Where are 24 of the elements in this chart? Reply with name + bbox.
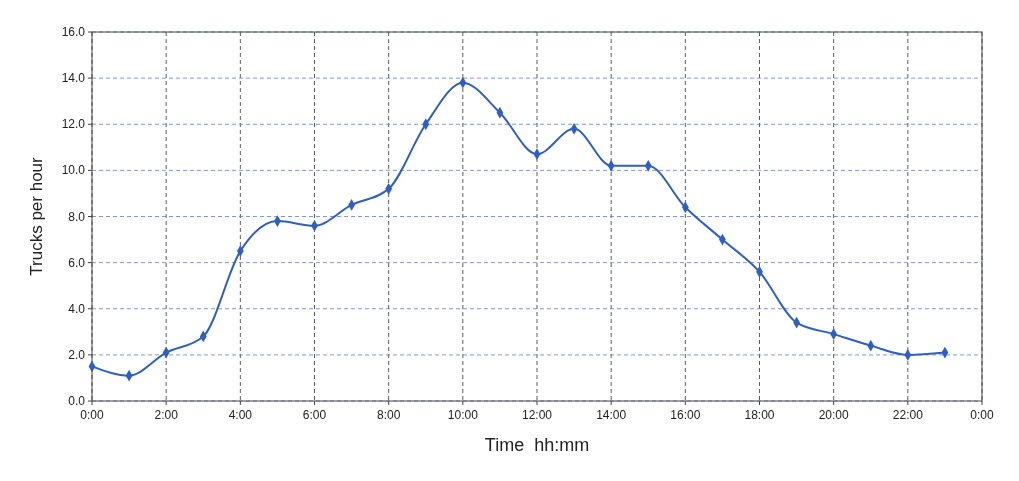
x-tick-label: 0:00 (970, 408, 994, 422)
x-tick-label: 20:00 (818, 408, 850, 422)
x-tick-label: 12:00 (521, 408, 553, 422)
x-tick-label: 10:00 (447, 408, 479, 422)
x-tick-label: 18:00 (744, 408, 775, 422)
y-tick-label: 16.0 (61, 25, 86, 39)
y-tick-label: 2.0 (68, 347, 86, 362)
y-tick-label: 10.0 (61, 163, 86, 178)
x-tick-label: 14:00 (596, 408, 627, 422)
x-axis-title: Time hh:mm (484, 435, 590, 455)
y-tick-label: 8.0 (68, 209, 86, 224)
y-tick-label: 0.0 (68, 394, 86, 408)
y-tick-label: 4.0 (68, 301, 86, 316)
y-tick-label: 6.0 (68, 255, 86, 270)
y-axis-title: Trucks per hour (27, 156, 46, 276)
x-tick-label: 6:00 (302, 408, 327, 422)
y-tick-label: 12.0 (61, 117, 86, 132)
x-tick-label: 16:00 (670, 408, 701, 422)
x-tick-label: 4:00 (228, 408, 253, 422)
x-tick-label: 8:00 (376, 408, 401, 422)
x-tick-label: 22:00 (892, 408, 924, 422)
x-tick-label: 2:00 (154, 408, 179, 422)
y-tick-label: 14.0 (61, 71, 86, 86)
x-tick-label: 0:00 (80, 408, 104, 422)
